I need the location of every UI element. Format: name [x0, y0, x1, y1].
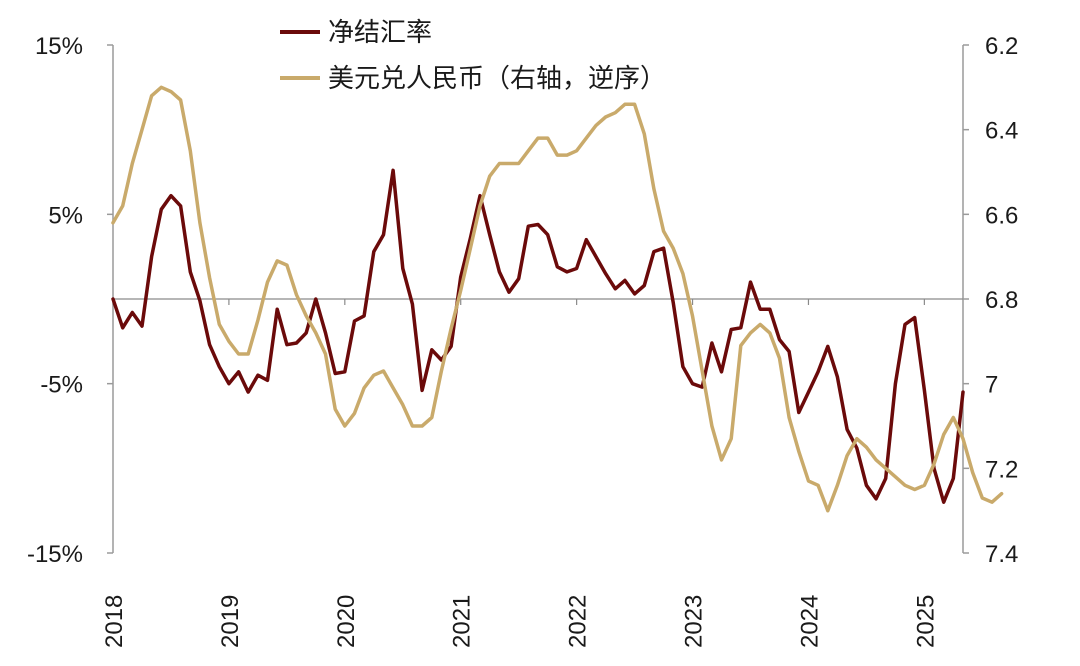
right-tick-label: 7.4 [985, 541, 1018, 568]
left-tick-label: -5% [40, 372, 83, 399]
right-tick-label: 7 [985, 372, 998, 399]
left-tick-label: 15% [35, 33, 83, 60]
x-tick-label: 2021 [449, 595, 476, 648]
left-tick-label: -15% [27, 541, 83, 568]
x-tick-label: 2022 [565, 595, 592, 648]
x-tick-label: 2024 [796, 595, 823, 648]
left-tick-label: 5% [48, 202, 83, 229]
right-tick-label: 6.2 [985, 33, 1018, 60]
series-line-usdcny [111, 85, 1004, 513]
right-tick-label: 6.4 [985, 118, 1018, 145]
legend-entry-net-fx-settlement-label: 净结汇率 [328, 18, 432, 48]
x-tick-label: 2020 [333, 595, 360, 648]
right-tick-label: 7.2 [985, 456, 1018, 483]
x-tick-label: 2023 [681, 595, 708, 648]
legend-entry-usdcny-label: 美元兑人民币（右轴，逆序） [328, 64, 666, 94]
x-tick-label: 2025 [912, 595, 939, 648]
series-layer [111, 85, 1004, 513]
axes: 15% 5% -5% -15% 6.2 6.4 6.6 6.8 7 7.2 7.4 2018 2019 2… [27, 33, 1018, 648]
right-tick-label: 6.6 [985, 202, 1018, 229]
x-tick-label: 2019 [217, 595, 244, 648]
x-tick-label: 2018 [101, 595, 128, 648]
right-tick-label: 6.8 [985, 287, 1018, 314]
series-line-net-fx-settlement [111, 168, 965, 504]
